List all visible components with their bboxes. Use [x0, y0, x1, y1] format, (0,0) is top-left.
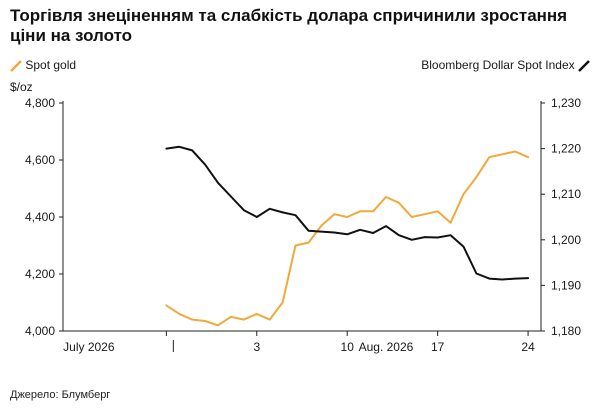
dollar-series-line — [165, 145, 530, 281]
right-tick-label: 1,190 — [551, 278, 581, 292]
legend-item-dollar: Bloomberg Dollar Spot Index — [421, 58, 590, 72]
legend: Spot gold Bloomberg Dollar Spot Index — [10, 58, 590, 74]
left-axis-unit: $/oz — [10, 80, 33, 94]
source-note: Джерело: Блумберг — [10, 389, 111, 401]
left-tick-label: 4,400 — [25, 210, 55, 224]
gold-series-line — [165, 150, 530, 327]
left-tick-label: 4,000 — [25, 324, 55, 338]
legend-label-gold: Spot gold — [25, 58, 77, 72]
dollar-line-icon — [578, 59, 590, 72]
legend-item-gold: Spot gold — [10, 58, 76, 72]
right-tick-label: 1,200 — [551, 233, 581, 247]
legend-label-dollar: Bloomberg Dollar Spot Index — [421, 58, 575, 72]
x-tick-label: 24 — [521, 340, 535, 354]
left-tick-label: 4,200 — [25, 267, 55, 281]
x-tick-label: 17 — [431, 340, 445, 354]
left-tick-label: 4,600 — [25, 153, 55, 167]
x-tick-label: 3 — [253, 340, 260, 354]
x-tick-label: 10 — [341, 340, 355, 354]
gold-line-icon — [10, 59, 22, 72]
chart-canvas: 4,800 4,600 4,400 4,200 4,000 1,230 1,220 1,210… — [25, 96, 581, 354]
left-tick-label: 4,800 — [25, 96, 55, 110]
right-tick-label: 1,180 — [551, 324, 581, 338]
right-tick-label: 1,210 — [551, 187, 581, 201]
right-tick-label: 1,220 — [551, 142, 581, 156]
right-tick-label: 1,230 — [551, 96, 581, 110]
x-tick-label: July 2026 — [63, 340, 115, 354]
chart-title: Торгівля знеціненням та слабкість долара… — [10, 6, 568, 45]
x-tick-label: Aug. 2026 — [359, 340, 414, 354]
